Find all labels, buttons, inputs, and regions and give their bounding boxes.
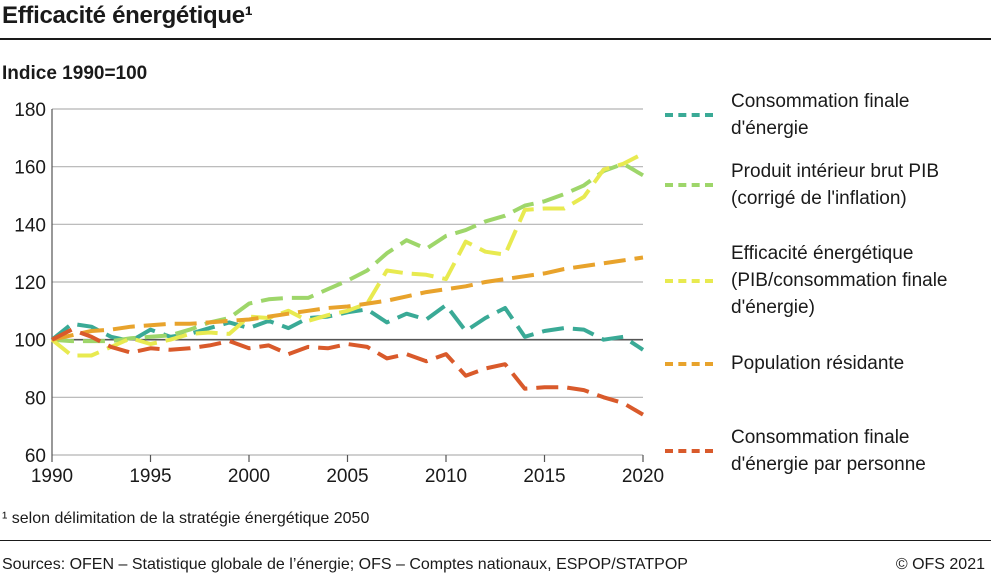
x-tick-label-2010: 2010 — [425, 466, 467, 487]
y-tick-label-100: 100 — [14, 331, 46, 352]
y-tick-label-180: 180 — [14, 100, 46, 121]
series-line-2 — [51, 161, 645, 344]
copyright-note: © OFS 2021 — [895, 556, 985, 573]
legend-swatch-4 — [665, 362, 713, 366]
y-tick-label-160: 160 — [14, 158, 46, 179]
series-line-4 — [51, 255, 644, 342]
legend-label-1: Consommation finale d'énergie — [731, 91, 910, 139]
legend-swatch-5 — [665, 449, 713, 453]
legend-swatch-2 — [665, 183, 713, 187]
y-tick-label-120: 120 — [14, 273, 46, 294]
x-tick-label-2000: 2000 — [228, 466, 270, 487]
title-divider — [0, 38, 991, 40]
x-tick-label-1995: 1995 — [129, 466, 171, 487]
y-tick-label-80: 80 — [25, 388, 46, 409]
legend-label-4: Population résidante — [731, 353, 905, 374]
x-tick-label-2005: 2005 — [326, 466, 368, 487]
y-tick-label-60: 60 — [25, 446, 46, 467]
footnote: ¹ selon délimitation de la stratégie éne… — [2, 510, 370, 527]
series-line-3 — [50, 151, 644, 358]
legend-swatch-3 — [665, 279, 713, 283]
legend-swatch-1 — [665, 113, 713, 117]
chart-title: Efficacité énergétique¹ — [2, 2, 253, 29]
x-tick-label-1990: 1990 — [31, 466, 73, 487]
series-line-5 — [51, 327, 645, 417]
x-tick-label-2015: 2015 — [523, 466, 565, 487]
footer-divider — [0, 540, 991, 541]
y-axis-label: Indice 1990=100 — [2, 63, 148, 84]
legend-label-3: Efficacité énergétique (PIB/consommation… — [731, 243, 948, 318]
y-tick-label-140: 140 — [14, 215, 46, 236]
source-note: Sources: OFEN – Statistique globale de l… — [2, 556, 688, 573]
x-tick-label-2020: 2020 — [622, 466, 664, 487]
legend-label-2: Produit intérieur brut PIB (corrigé de l… — [731, 161, 940, 209]
legend-label-5: Consommation finale d'énergie par person… — [731, 427, 926, 475]
